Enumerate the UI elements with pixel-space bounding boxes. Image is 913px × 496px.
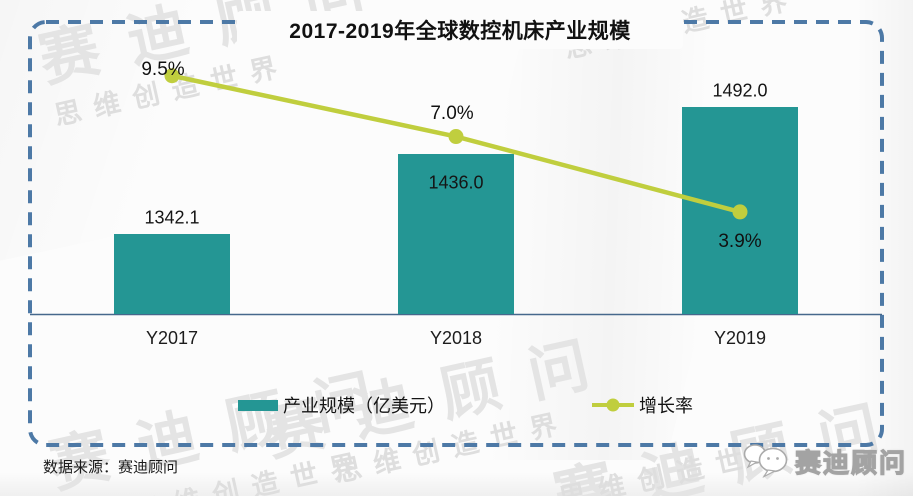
- legend-item-industry-scale: 产业规模（亿美元）: [238, 392, 445, 418]
- bar-Y2019: [682, 106, 798, 314]
- line-legend-marker: [592, 398, 634, 412]
- legend-label-growth-rate: 增长率: [639, 396, 693, 416]
- line-legend-dot-icon: [606, 398, 620, 412]
- brand-logo-text: 赛迪顾问: [794, 447, 908, 478]
- chart-title-box: 2017-2019年全球数控机床产业规模: [237, 11, 683, 49]
- data-source-note: 数据来源：赛迪顾问: [43, 459, 179, 476]
- brand-logo: 赛迪顾问: [742, 440, 907, 483]
- legend-label-industry-scale: 产业规模（亿美元）: [283, 396, 445, 416]
- legend-item-growth-rate: 增长率: [592, 392, 693, 418]
- bar-Y2018: [398, 154, 514, 314]
- bar-Y2017: [114, 234, 230, 314]
- chart-title: 2017-2019年全球数控机床产业规模: [289, 20, 631, 43]
- wechat-bubbles-icon: [742, 440, 792, 483]
- bar-legend-swatch: [238, 399, 278, 411]
